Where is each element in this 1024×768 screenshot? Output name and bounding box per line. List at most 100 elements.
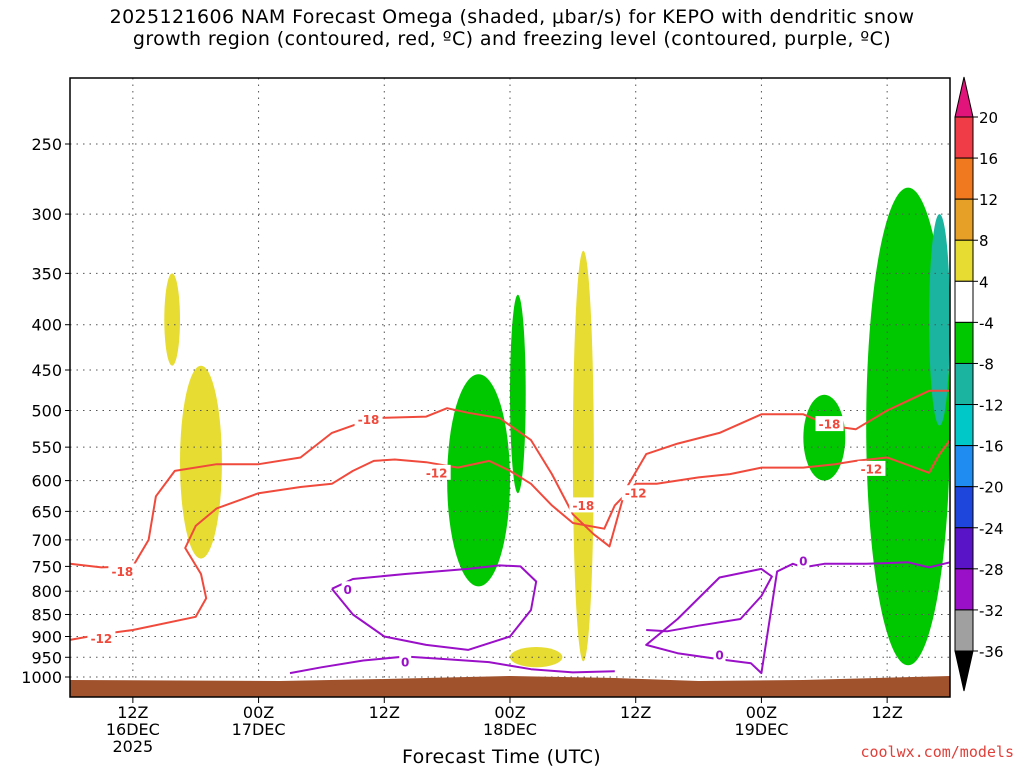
omega-shading-layer xyxy=(164,187,950,668)
y-tick-label: 450 xyxy=(31,361,62,380)
omega-region-green xyxy=(447,374,511,587)
x-tick-label: 12Z xyxy=(369,703,400,722)
y-tick-label: 400 xyxy=(31,316,62,335)
contour-label: -12 xyxy=(861,462,883,476)
contour-label-background xyxy=(713,647,726,663)
y-axis-ticks: 250 300 350 400 450 500 550 600 650 700 750 800 850 9… xyxy=(21,135,70,687)
colorbar-segment xyxy=(954,157,974,200)
y-tick-label: 650 xyxy=(31,502,62,521)
x-tick-label: 12Z xyxy=(620,703,651,722)
y-tick-label: 850 xyxy=(31,606,62,625)
omega-region-green xyxy=(509,294,526,494)
colorbar-label: 12 xyxy=(979,191,998,209)
watermark: coolwx.com/models xyxy=(860,743,1014,761)
colorbar-segment xyxy=(954,321,974,364)
contour-label: 0 xyxy=(401,656,409,670)
x-axis-label: Forecast Time (UTC) xyxy=(402,746,602,768)
contour-label: -18 xyxy=(112,565,134,579)
colorbar-segment xyxy=(954,280,974,323)
y-tick-label: 300 xyxy=(31,205,62,224)
x-tick-label: 00Z xyxy=(494,703,525,722)
contour-label: 0 xyxy=(799,555,807,569)
colorbar-segment xyxy=(954,239,974,282)
y-tick-label: 700 xyxy=(31,531,62,550)
contour-label: -18 xyxy=(358,413,380,427)
colorbar-label: 4 xyxy=(979,273,989,291)
contour-label-background xyxy=(569,497,598,513)
colorbar-segment xyxy=(954,116,974,159)
colorbar-label: -36 xyxy=(979,643,1004,661)
ground-terrain xyxy=(70,676,950,697)
omega-region-yellow xyxy=(510,647,563,668)
colorbar-segment xyxy=(954,486,974,529)
contour-label-background xyxy=(87,630,116,646)
contour-label-background xyxy=(354,411,383,427)
colorbar-segment xyxy=(954,445,974,488)
colorbar-segment xyxy=(954,568,974,611)
contour-label-background xyxy=(422,464,451,480)
x-tick-label: 19DEC xyxy=(734,720,788,739)
colorbar-segment xyxy=(954,362,974,406)
x-tick-label: 12Z xyxy=(871,703,902,722)
omega-region-yellow xyxy=(180,365,222,559)
y-tick-label: 600 xyxy=(31,472,62,491)
contour-layer xyxy=(69,389,951,675)
contour-line xyxy=(645,561,951,675)
y-tick-label: 250 xyxy=(31,135,62,154)
colorbar-label: -28 xyxy=(979,561,1004,579)
colorbar-segment xyxy=(954,609,974,652)
x-tick-label: 16DEC xyxy=(106,720,160,739)
colorbar-under-arrow xyxy=(954,650,974,692)
contour-line xyxy=(69,439,951,641)
contour-label-background xyxy=(341,581,354,597)
colorbar-over-arrow xyxy=(954,76,974,118)
colorbar: 20 16 12 8 4 -4 -8 -12 -16 -20 -24 -28 -32 -36 xyxy=(954,76,1004,692)
colorbar-label: -4 xyxy=(979,314,994,332)
ground-layer xyxy=(70,676,950,697)
x-tick-label: 2025 xyxy=(112,737,153,756)
x-tick-label: 00Z xyxy=(243,703,274,722)
x-tick-label: 12Z xyxy=(117,703,148,722)
y-tick-label: 900 xyxy=(31,627,62,646)
y-tick-label: 950 xyxy=(31,648,62,667)
y-tick-label: 800 xyxy=(31,582,62,601)
omega-region-yellow xyxy=(572,250,594,662)
contour-label-background xyxy=(857,460,886,476)
contour-label: -18 xyxy=(819,418,841,432)
colorbar-label: -8 xyxy=(979,355,994,373)
y-tick-label: 750 xyxy=(31,557,62,576)
contour-label-background xyxy=(815,416,844,432)
contour-label-background xyxy=(399,654,412,670)
colorbar-label: -16 xyxy=(979,438,1004,456)
y-tick-label: 1000 xyxy=(21,668,62,687)
y-tick-label: 500 xyxy=(31,402,62,421)
colorbar-label: -32 xyxy=(979,602,1004,620)
colorbar-label: -24 xyxy=(979,520,1004,538)
colorbar-label: 8 xyxy=(979,232,989,250)
contour-line xyxy=(69,389,950,569)
y-tick-label: 350 xyxy=(31,264,62,283)
contour-label: -12 xyxy=(91,632,113,646)
contour-label: -12 xyxy=(625,487,647,501)
contour-label: -12 xyxy=(426,466,448,480)
colorbar-segment xyxy=(954,404,974,447)
y-tick-label: 550 xyxy=(31,438,62,457)
colorbar-segment xyxy=(954,527,974,570)
x-tick-label: 00Z xyxy=(746,703,777,722)
contour-line xyxy=(289,655,615,675)
contour-label-background xyxy=(621,485,650,501)
colorbar-label: 16 xyxy=(979,150,998,168)
x-tick-label: 18DEC xyxy=(483,720,537,739)
colorbar-label: -20 xyxy=(979,479,1004,497)
colorbar-segment xyxy=(954,198,974,241)
contour-label-background xyxy=(797,553,810,569)
contour-labels: -18 -12 -18 -12 -18 -12 -18 -12 0 0 0 0 xyxy=(87,411,886,670)
contour-label: -18 xyxy=(572,499,594,513)
omega-region-yellow xyxy=(164,273,180,366)
chart-title-line1: 2025121606 NAM Forecast Omega (shaded, μ… xyxy=(109,6,915,28)
contour-line xyxy=(331,564,538,651)
contour-label-background xyxy=(108,563,137,579)
colorbar-label: -12 xyxy=(979,397,1004,415)
